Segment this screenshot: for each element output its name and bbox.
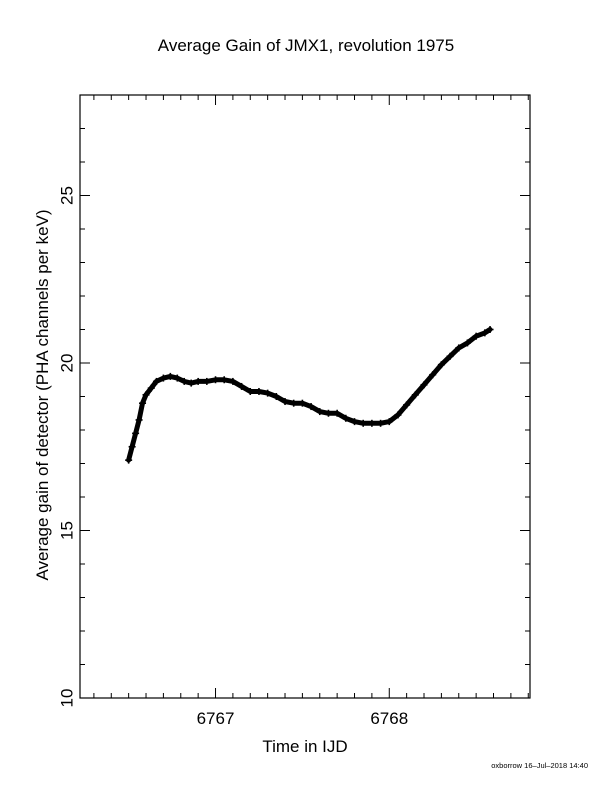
axis-ticks <box>80 94 530 699</box>
x-axis-label: Time in IJD <box>262 737 348 756</box>
data-points <box>125 326 494 464</box>
x-tick-label: 6767 <box>197 709 235 728</box>
chart-title: Average Gain of JMX1, revolution 1975 <box>157 36 455 55</box>
y-tick-label: 15 <box>57 521 76 540</box>
x-tick-label: 6768 <box>370 709 408 728</box>
footer-credit: oxborrow 16–Jul–2018 14:40 <box>491 761 588 770</box>
y-tick-label: 25 <box>57 186 76 205</box>
y-tick-label: 20 <box>57 354 76 373</box>
series-line <box>126 327 493 463</box>
y-tick-label: 10 <box>57 689 76 708</box>
tick-labels: 10 15 20 25 6767 6768 <box>57 186 408 728</box>
